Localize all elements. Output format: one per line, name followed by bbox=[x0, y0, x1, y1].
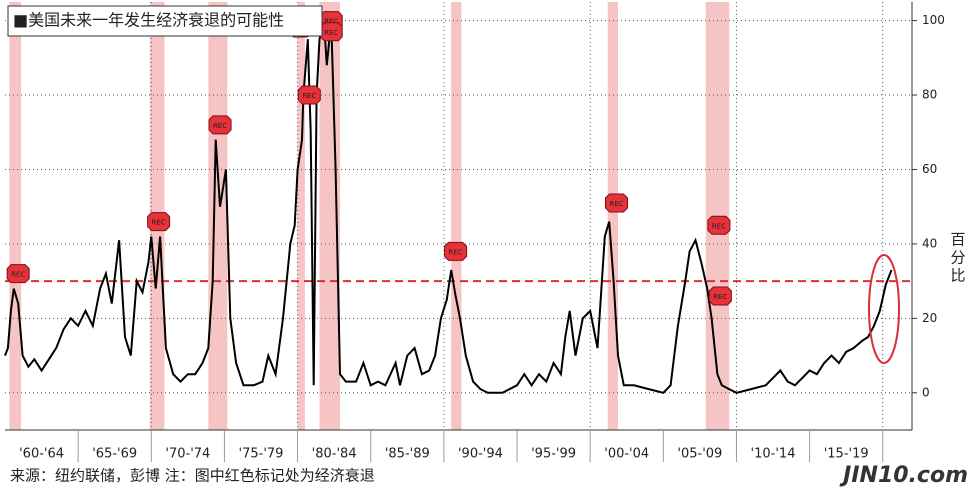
y-tick-label: 20 bbox=[922, 311, 937, 325]
background-layer bbox=[5, 2, 917, 462]
rec-marker bbox=[604, 193, 628, 213]
rec-marker bbox=[6, 264, 30, 284]
rec-marker bbox=[708, 286, 732, 306]
x-period-label: '95-'99 bbox=[531, 447, 576, 462]
x-period-label: '00-'04 bbox=[604, 447, 649, 462]
watermark: JIN10.com bbox=[839, 463, 968, 488]
rec-marker-label: REC bbox=[609, 200, 623, 208]
x-period-label: '80-'84 bbox=[312, 447, 357, 462]
x-period-label: '05-'09 bbox=[677, 447, 722, 462]
y-tick-label: 80 bbox=[922, 88, 937, 102]
y-tick-label: 40 bbox=[922, 236, 937, 250]
recession-band bbox=[319, 2, 341, 430]
recession-band bbox=[208, 2, 228, 430]
x-period-label: '75-'79 bbox=[239, 447, 284, 462]
rec-marker-label: REC bbox=[152, 219, 166, 227]
x-period-label: '60-'64 bbox=[19, 447, 64, 462]
source-note: 来源：纽约联储，彭博 注：图中红色标记处为经济衰退 bbox=[10, 467, 375, 485]
rec-marker-label: REC bbox=[213, 122, 227, 130]
rec-marker bbox=[297, 85, 321, 105]
y-axis-label: 比 bbox=[950, 267, 965, 285]
rec-marker-label: REC bbox=[302, 92, 316, 100]
x-period-label: '15-'19 bbox=[824, 447, 869, 462]
y-tick-label: 0 bbox=[922, 385, 930, 399]
rec-marker bbox=[147, 212, 171, 232]
rec-marker-label: REC bbox=[11, 271, 25, 279]
legend-title: ■美国未来一年发生经济衰退的可能性 bbox=[13, 11, 284, 30]
line-series bbox=[4, 20, 893, 394]
highlight-ellipse bbox=[868, 254, 900, 364]
recession-band bbox=[9, 2, 22, 430]
y-tick-label: 100 bbox=[922, 13, 945, 27]
y-axis-label: 百 bbox=[950, 231, 965, 249]
rec-marker bbox=[444, 241, 468, 261]
rec-marker-label: REC bbox=[448, 248, 462, 256]
rec-marker bbox=[707, 215, 731, 235]
x-period-label: '85-'89 bbox=[385, 447, 430, 462]
recession-band bbox=[451, 2, 462, 430]
rec-marker-label: REC bbox=[324, 29, 338, 37]
recession-band bbox=[297, 2, 305, 430]
recession-band bbox=[607, 2, 618, 430]
x-period-label: '90-'94 bbox=[458, 447, 503, 462]
rec-marker-label: REC bbox=[712, 222, 726, 230]
rec-marker bbox=[208, 115, 232, 135]
y-tick-label: 60 bbox=[922, 162, 937, 176]
x-period-label: '65-'69 bbox=[92, 447, 137, 462]
x-period-label: '70-'74 bbox=[165, 447, 210, 462]
legend-box bbox=[7, 5, 323, 37]
x-period-label: '10-'14 bbox=[751, 447, 796, 462]
y-axis-label: 分 bbox=[950, 249, 965, 267]
rec-marker-label: REC bbox=[713, 293, 727, 301]
rec-marker-label: REC bbox=[324, 18, 338, 26]
